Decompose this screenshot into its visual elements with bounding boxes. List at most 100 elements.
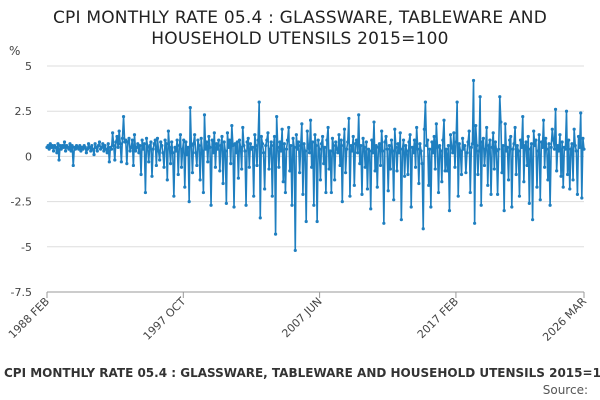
data-point	[185, 152, 189, 157]
data-point	[231, 143, 235, 148]
data-point	[521, 115, 525, 119]
data-point	[224, 201, 228, 206]
data-point	[51, 149, 56, 153]
data-point	[581, 136, 585, 140]
data-point	[149, 140, 153, 144]
data-point	[506, 178, 511, 182]
data-point	[544, 136, 548, 140]
data-point	[79, 149, 83, 153]
data-point	[196, 138, 200, 142]
data-point	[97, 140, 102, 144]
data-point	[139, 172, 143, 177]
data-point	[102, 149, 106, 153]
data-point	[357, 113, 361, 117]
data-point	[63, 149, 68, 153]
data-point	[569, 147, 573, 151]
data-point	[398, 131, 402, 135]
data-point	[505, 145, 510, 149]
data-point	[508, 138, 512, 142]
data-point	[498, 95, 502, 99]
data-point	[48, 142, 52, 146]
data-point	[325, 138, 329, 142]
data-point	[245, 140, 249, 144]
data-point	[463, 143, 467, 148]
data-point	[356, 151, 360, 155]
data-point	[223, 149, 227, 153]
data-point	[273, 232, 278, 236]
data-point	[469, 145, 473, 149]
data-point	[228, 138, 232, 142]
data-point	[313, 133, 317, 137]
data-point	[515, 143, 519, 148]
data-point	[406, 172, 410, 177]
data-point	[261, 151, 266, 155]
data-point	[424, 143, 429, 148]
data-point	[114, 140, 118, 144]
data-point	[236, 176, 240, 180]
data-point	[230, 124, 234, 128]
source-label: Source:	[542, 383, 588, 397]
data-point	[364, 140, 368, 144]
data-point	[382, 221, 386, 225]
data-point	[303, 149, 307, 153]
data-point	[95, 149, 99, 153]
data-point	[156, 149, 161, 153]
data-point	[54, 145, 58, 149]
data-point	[347, 116, 351, 121]
data-point	[327, 167, 331, 171]
data-point	[518, 138, 523, 142]
data-point	[146, 145, 150, 149]
data-point	[142, 142, 146, 146]
data-point	[189, 143, 193, 148]
data-point	[186, 145, 190, 149]
data-point	[486, 183, 490, 187]
data-point	[431, 151, 435, 155]
data-point	[184, 140, 188, 144]
data-point	[403, 174, 407, 178]
data-point	[148, 143, 152, 148]
data-point	[436, 190, 441, 195]
data-point	[277, 165, 281, 169]
data-point	[258, 216, 262, 220]
data-point	[485, 125, 489, 130]
data-point	[453, 165, 457, 169]
data-point	[299, 143, 303, 148]
data-point	[205, 140, 209, 144]
data-point	[100, 145, 104, 149]
data-point	[455, 100, 459, 104]
data-point	[494, 149, 499, 153]
data-point	[430, 140, 434, 144]
data-point	[222, 140, 226, 144]
data-point	[462, 147, 466, 151]
data-point	[385, 147, 389, 151]
data-point	[175, 138, 179, 142]
data-point	[61, 145, 66, 149]
data-point	[323, 145, 327, 149]
data-point	[226, 145, 231, 149]
data-point	[275, 115, 279, 119]
data-point	[234, 151, 238, 155]
data-point	[150, 174, 154, 178]
data-point	[448, 133, 453, 137]
data-point	[547, 142, 551, 146]
data-point	[435, 145, 440, 149]
data-point	[500, 171, 504, 175]
data-point	[358, 162, 362, 166]
data-point	[418, 142, 422, 146]
data-point	[499, 120, 503, 124]
data-point	[182, 138, 186, 142]
data-point	[173, 145, 177, 149]
data-point	[570, 142, 574, 146]
data-point	[420, 162, 424, 166]
data-point	[516, 149, 520, 153]
data-point	[104, 147, 108, 151]
data-point	[363, 165, 367, 169]
data-point	[468, 190, 472, 195]
data-point	[419, 149, 423, 153]
data-point	[247, 165, 251, 169]
data-point	[94, 145, 98, 149]
data-point	[191, 142, 196, 146]
data-point	[154, 163, 158, 168]
data-point	[259, 134, 263, 139]
data-point	[428, 147, 432, 151]
